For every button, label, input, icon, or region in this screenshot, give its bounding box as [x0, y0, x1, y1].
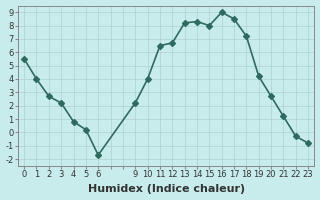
X-axis label: Humidex (Indice chaleur): Humidex (Indice chaleur): [88, 184, 245, 194]
